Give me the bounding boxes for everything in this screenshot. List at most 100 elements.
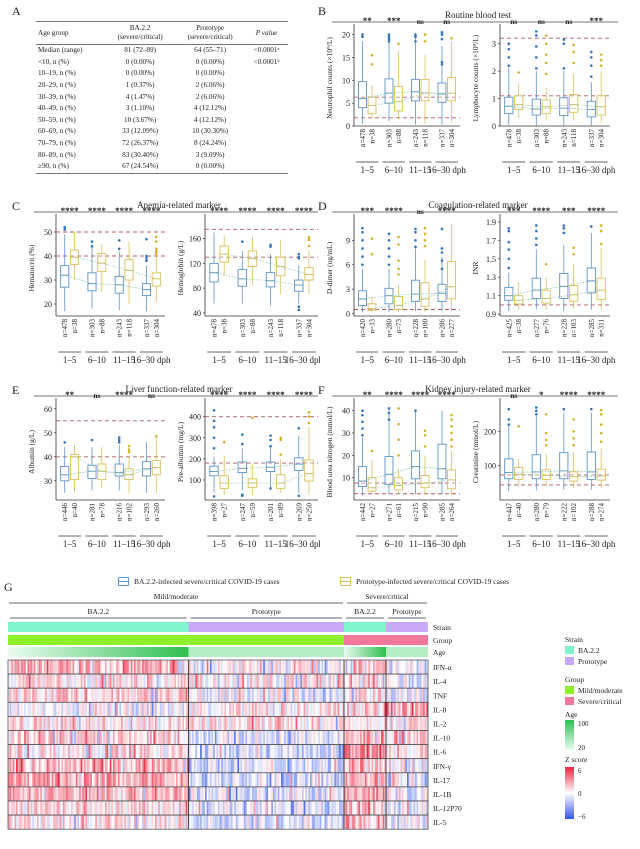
heatmap-cell xyxy=(248,801,251,816)
heatmap-cell xyxy=(289,815,291,830)
heatmap-cell xyxy=(365,815,367,830)
heatmap-cell xyxy=(80,702,83,717)
heatmap-cell xyxy=(108,786,111,801)
heatmap-cell xyxy=(195,660,198,675)
heatmap-cell xyxy=(104,702,107,717)
heatmap-cell xyxy=(108,758,111,773)
heatmap-cell xyxy=(423,716,426,731)
heatmap-cell xyxy=(164,660,167,675)
heatmap-cell xyxy=(216,815,219,830)
heatmap-cell xyxy=(45,660,48,675)
heatmap-cell xyxy=(292,744,295,759)
heatmap-cell xyxy=(8,758,10,773)
n-label-prototype: n=88 xyxy=(98,319,106,334)
section-title: Coagulation-related marker xyxy=(428,200,527,210)
heatmap-cell xyxy=(290,730,293,745)
heatmap-cell xyxy=(271,801,274,816)
heatmap-cell xyxy=(264,744,267,759)
heatmap-cell xyxy=(229,730,232,745)
heatmap-cell xyxy=(137,744,140,759)
heatmap-cell xyxy=(337,674,340,689)
heatmap-cell xyxy=(400,674,403,689)
heatmap-cell xyxy=(142,744,144,759)
heatmap-cell xyxy=(376,674,379,689)
heatmap-cell xyxy=(371,744,374,759)
heatmap-cell xyxy=(310,702,312,717)
heatmap-cell xyxy=(79,688,81,703)
heatmap-cell xyxy=(266,786,269,801)
heatmap-cell xyxy=(193,688,196,703)
heatmap-cell xyxy=(72,660,75,675)
heatmap-cell xyxy=(329,772,332,787)
heatmap-cell xyxy=(109,758,112,773)
heatmap-cell xyxy=(59,801,62,816)
heatmap-cell xyxy=(226,730,228,745)
heatmap-cell xyxy=(74,688,77,703)
heatmap-cell xyxy=(35,730,38,745)
heatmap-cell xyxy=(169,758,172,773)
heatmap-cell xyxy=(298,716,301,731)
heatmap-cell xyxy=(16,688,18,703)
heatmap-cell xyxy=(92,660,94,675)
heatmap-cell xyxy=(53,801,56,816)
heatmap-cell xyxy=(104,744,107,759)
heatmap-cell xyxy=(32,758,35,773)
heatmap-cell xyxy=(50,772,52,787)
legend-z-title: Z score xyxy=(565,755,588,764)
heatmap-cell xyxy=(80,674,83,689)
heatmap-cell xyxy=(402,716,405,731)
heatmap-cell xyxy=(93,801,96,816)
heatmap-cell xyxy=(124,660,127,675)
heatmap-cell xyxy=(214,716,217,731)
heatmap-cell xyxy=(350,674,353,689)
legend-age-title: Age xyxy=(565,710,578,719)
heatmap-cell xyxy=(277,772,280,787)
heatmap-cell xyxy=(331,758,333,773)
heatmap-cell xyxy=(155,772,157,787)
heatmap-cell xyxy=(27,815,30,830)
significance-label: ** xyxy=(65,390,75,400)
heatmap-cell xyxy=(148,730,151,745)
heatmap-cell xyxy=(381,758,384,773)
heatmap-cell xyxy=(33,801,36,816)
heatmap-cell xyxy=(344,660,346,675)
heatmap-cell xyxy=(209,744,212,759)
table-row: 20–29, n (%) 1 (0.37%) 2 (6.06%) xyxy=(36,80,288,92)
heatmap-cell xyxy=(9,716,12,731)
heatmap-cell xyxy=(365,786,367,801)
n-label-ba22: n=285 xyxy=(438,503,446,521)
heatmap-cell xyxy=(284,730,287,745)
heatmap-cell xyxy=(67,702,70,717)
heatmap-cell xyxy=(59,702,62,717)
heatmap-cell xyxy=(11,772,14,787)
heatmap-cell xyxy=(134,801,136,816)
heatmap-cell xyxy=(159,674,162,689)
heatmap-cell xyxy=(331,674,333,689)
n-label-ba22: n=442 xyxy=(359,503,367,521)
heatmap-cell xyxy=(260,674,262,689)
category-label: 16–30 dph xyxy=(285,355,320,365)
heatmap-cell xyxy=(195,702,198,717)
outlier-point xyxy=(212,447,216,450)
heatmap-cell xyxy=(313,801,316,816)
heatmap-cell xyxy=(90,702,93,717)
heatmap-cell xyxy=(392,688,395,703)
box-ba22 xyxy=(411,409,420,495)
heatmap-cell xyxy=(276,730,279,745)
heatmap-cell xyxy=(326,815,329,830)
box-iqr xyxy=(504,458,514,480)
heatmap-cell xyxy=(308,786,311,801)
heatmap-cell xyxy=(369,702,372,717)
heatmap-cell xyxy=(117,801,120,816)
heatmap-cell xyxy=(211,772,214,787)
heatmap-cell xyxy=(248,702,251,717)
heatmap-cell xyxy=(172,716,175,731)
heatmap-cell xyxy=(348,702,351,717)
heatmap-cell xyxy=(408,744,411,759)
heatmap-cell xyxy=(67,758,70,773)
heatmap-cell xyxy=(387,660,390,675)
heatmap-cell xyxy=(96,772,99,787)
heatmap-cell xyxy=(269,716,272,731)
heatmap-cell xyxy=(281,772,283,787)
